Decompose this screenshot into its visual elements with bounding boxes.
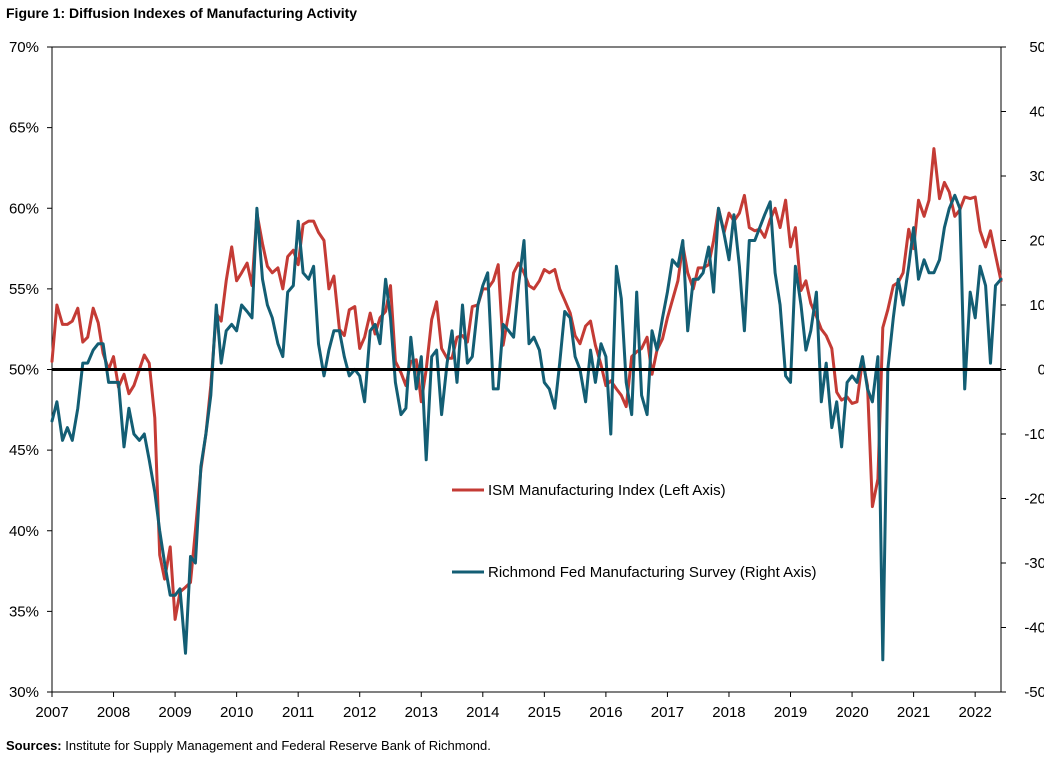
- x-tick-label: 2017: [651, 704, 684, 721]
- right-y-tick-label: -50: [1024, 684, 1044, 701]
- chart-title: Figure 1: Diffusion Indexes of Manufactu…: [6, 5, 358, 21]
- x-tick-label: 2020: [835, 704, 868, 721]
- right-y-tick-label: 40: [1029, 104, 1044, 121]
- ism-series-line: [50, 147, 1003, 621]
- x-tick-label: 2016: [589, 704, 622, 721]
- left-y-axis: 30% 35% 40% 45% 50% 55% 60% 65% 70%: [9, 39, 52, 701]
- right-y-tick-label: 10: [1029, 297, 1044, 314]
- right-y-tick-label: 20: [1029, 233, 1044, 250]
- x-tick-label: 2013: [405, 704, 438, 721]
- x-tick-label: 2009: [158, 704, 191, 721]
- sources-text: Institute for Supply Management and Fede…: [61, 738, 491, 753]
- left-y-tick-label: 40%: [9, 523, 39, 540]
- legend-label-richmond: Richmond Fed Manufacturing Survey (Right…: [488, 564, 816, 581]
- right-y-tick-label: 50: [1029, 39, 1044, 56]
- x-axis: 2007 2008 2009 2010 2011 2012 2013 2014 2015 2016…: [35, 692, 992, 721]
- x-tick-label: 2012: [343, 704, 376, 721]
- sources-label: Sources:: [6, 738, 62, 753]
- legend: ISM Manufacturing Index (Left Axis) Richm…: [452, 482, 816, 581]
- x-tick-label: 2021: [897, 704, 930, 721]
- right-y-tick-label: -10: [1024, 426, 1044, 443]
- right-y-tick-label: -20: [1024, 491, 1044, 508]
- left-y-tick-label: 55%: [9, 281, 39, 298]
- left-y-tick-label: 50%: [9, 362, 39, 379]
- x-tick-label: 2015: [528, 704, 561, 721]
- richmond-series-line: [50, 193, 1003, 662]
- right-y-tick-label: 30: [1029, 168, 1044, 185]
- left-y-tick-label: 35%: [9, 603, 39, 620]
- right-y-tick-label: 0: [1038, 362, 1044, 379]
- x-tick-label: 2010: [220, 704, 253, 721]
- right-y-tick-label: -40: [1024, 620, 1044, 637]
- left-y-tick-label: 45%: [9, 442, 39, 459]
- x-tick-label: 2019: [774, 704, 807, 721]
- chart-canvas: 2007 2008 2009 2010 2011 2012 2013 2014 2015 2016…: [9, 39, 1044, 721]
- left-y-tick-label: 30%: [9, 684, 39, 701]
- x-tick-label: 2008: [97, 704, 130, 721]
- x-tick-label: 2014: [466, 704, 499, 721]
- left-y-tick-label: 65%: [9, 120, 39, 137]
- right-y-axis: -50 -40 -30 -20 -10 0 10 20 30 40 50: [1001, 39, 1044, 701]
- x-tick-label: 2011: [282, 704, 314, 721]
- x-tick-label: 2018: [712, 704, 745, 721]
- series-layer: [50, 147, 1003, 662]
- left-y-tick-label: 70%: [9, 39, 39, 56]
- x-tick-label: 2007: [35, 704, 68, 721]
- x-tick-label: 2022: [958, 704, 991, 721]
- legend-label-ism: ISM Manufacturing Index (Left Axis): [488, 482, 726, 499]
- sources-note: Sources: Institute for Supply Management…: [6, 738, 491, 753]
- left-y-tick-label: 60%: [9, 200, 39, 217]
- right-y-tick-label: -30: [1024, 555, 1044, 572]
